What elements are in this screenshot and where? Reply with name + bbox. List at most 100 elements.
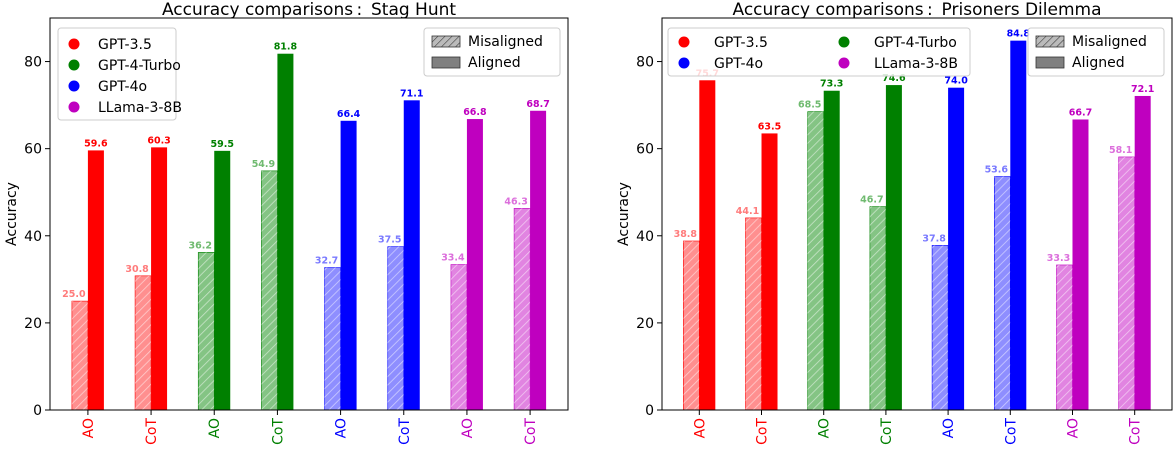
data-label-misaligned: 46.7 (860, 195, 883, 206)
bar-aligned (530, 110, 547, 411)
legend-marker (678, 57, 690, 69)
data-label-misaligned: 38.8 (674, 229, 698, 240)
x-tick-label: AO (692, 418, 708, 438)
bar-aligned (214, 150, 231, 410)
bar-misaligned-hatch (450, 264, 467, 410)
y-tick-label: 40 (636, 229, 654, 245)
data-label-aligned: 84.8 (1007, 29, 1031, 40)
bar-aligned (948, 87, 965, 410)
bar-aligned (699, 80, 716, 410)
legend-marker (68, 80, 80, 92)
bar-misaligned-hatch (994, 176, 1011, 410)
data-label-misaligned: 44.1 (736, 206, 759, 217)
model-legend: GPT-3.5 GPT-4-Turbo GPT-4o LLama-3-8B (57, 27, 182, 121)
data-label-misaligned: 25.0 (62, 289, 86, 300)
bar-aligned (403, 100, 420, 410)
plot-frame (49, 17, 569, 411)
data-label-misaligned: 33.3 (1047, 253, 1070, 264)
legend-entry: GPT-4-Turbo (874, 35, 957, 51)
style-legend: Misaligned Aligned (1027, 27, 1165, 77)
x-tick-label: AO (941, 418, 957, 438)
legend-entry: Misaligned (1072, 34, 1147, 50)
legend-entry: Misaligned (468, 34, 543, 50)
x-tick-label: CoT (270, 418, 286, 445)
legend-entry: GPT-3.5 (714, 35, 768, 51)
x-tick-label: CoT (1003, 418, 1019, 445)
y-tick-label: 40 (24, 229, 42, 245)
bar-misaligned-hatch (683, 241, 700, 410)
bar-misaligned-hatch (932, 245, 949, 410)
data-label-misaligned: 30.8 (125, 264, 149, 275)
legend-marker (68, 38, 80, 50)
bar-misaligned-hatch (324, 267, 341, 410)
bar-aligned (761, 133, 778, 410)
bar-aligned (277, 53, 294, 411)
chart-panel-2: Accuracy comparisons : Prisoners Dilemma… (616, 0, 1173, 445)
bar-aligned (1072, 119, 1089, 411)
bar-aligned (885, 85, 902, 410)
data-label-misaligned: 46.3 (504, 196, 527, 207)
y-tick-label: 0 (33, 403, 42, 419)
data-label-aligned: 59.5 (211, 139, 234, 150)
data-label-aligned: 73.3 (820, 79, 843, 90)
data-label-aligned: 60.3 (147, 135, 170, 146)
bar-misaligned-hatch (387, 246, 404, 410)
chart-title: Accuracy comparisons : Stag Hunt (162, 0, 456, 20)
style-legend: Misaligned Aligned (423, 27, 561, 77)
legend-marker (838, 36, 850, 48)
bar-aligned (1134, 95, 1151, 410)
bar-aligned (340, 120, 357, 411)
data-label-aligned: 74.6 (882, 73, 906, 84)
y-tick-label: 0 (645, 403, 654, 419)
legend-box (667, 27, 971, 77)
y-tick-label: 60 (636, 142, 654, 158)
y-tick-label: 80 (636, 55, 654, 71)
legend-entry: GPT-4-Turbo (98, 58, 181, 74)
y-tick-label: 20 (24, 316, 42, 332)
x-tick-label: AO (207, 418, 223, 438)
x-tick-label: AO (1065, 418, 1081, 438)
x-tick-label: CoT (879, 418, 895, 445)
bar-misaligned-hatch (261, 170, 278, 410)
data-label-aligned: 72.1 (1131, 84, 1154, 95)
data-label-misaligned: 32.7 (315, 256, 338, 267)
data-label-misaligned: 37.8 (922, 233, 946, 244)
legend-marker (68, 101, 80, 113)
data-label-aligned: 63.5 (758, 121, 781, 132)
x-tick-label: AO (81, 418, 97, 438)
chart-panel-1: Accuracy comparisons : Stag Hunt Accuracy… (4, 0, 569, 445)
bar-aligned (1010, 40, 1027, 410)
data-label-misaligned: 58.1 (1109, 145, 1132, 156)
legend-entry: Aligned (1072, 55, 1125, 71)
bar-misaligned-hatch (869, 206, 886, 410)
bar-misaligned-hatch (71, 301, 88, 410)
x-tick-label: AO (460, 418, 476, 438)
x-tick-label: CoT (523, 418, 539, 445)
data-label-aligned: 66.7 (1069, 107, 1092, 118)
bar-misaligned-hatch (1056, 264, 1073, 410)
data-label-misaligned: 36.2 (189, 240, 212, 251)
chart-title: Accuracy comparisons : Prisoners Dilemma (733, 0, 1102, 20)
data-label-aligned: 74.0 (944, 76, 968, 87)
legend-swatch-aligned (431, 56, 461, 69)
data-label-aligned: 66.8 (463, 107, 487, 118)
legend-swatch-hatch (432, 36, 460, 47)
model-legend: GPT-3.5 GPT-4-Turbo GPT-4o LLama-3-8B (667, 27, 971, 77)
legend-box (57, 27, 177, 121)
bar-misaligned-hatch (807, 111, 824, 411)
legend-marker (678, 36, 690, 48)
legend-entry: GPT-4o (98, 79, 147, 95)
bar-misaligned-hatch (745, 217, 762, 410)
x-tick-label: CoT (1128, 418, 1144, 445)
bar-misaligned-hatch (135, 275, 152, 410)
legend-entry: GPT-3.5 (98, 37, 152, 53)
data-label-aligned: 81.8 (274, 42, 298, 53)
data-label-aligned: 71.1 (400, 88, 423, 99)
data-label-misaligned: 33.4 (441, 253, 465, 264)
plot-frame (661, 17, 1173, 411)
data-label-aligned: 68.7 (526, 99, 549, 110)
bar-aligned (87, 150, 104, 411)
x-tick-label: AO (334, 418, 350, 438)
legend-entry: LLama-3-8B (874, 56, 958, 72)
